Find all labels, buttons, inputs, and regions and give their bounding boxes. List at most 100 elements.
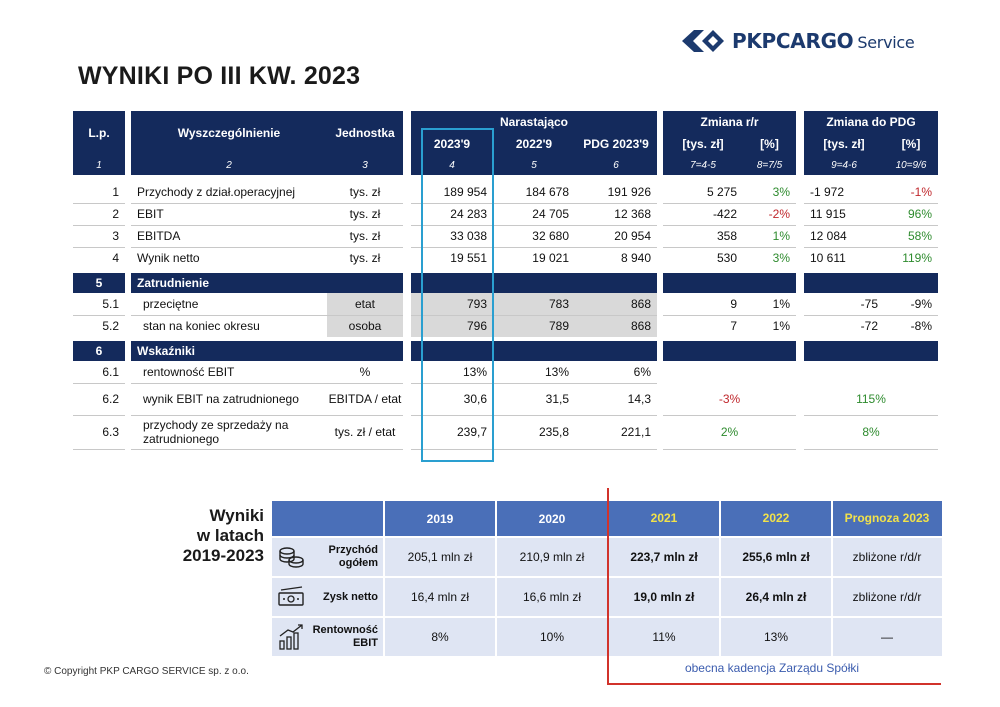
row-2023: 24 283 (450, 207, 487, 221)
summary-header-year: 2022 (720, 501, 832, 536)
section-title: Wskaźniki (131, 341, 403, 361)
row-rr-abs: 5 275 (706, 185, 737, 199)
header-zmiana-pdg: Zmiana do PDG (804, 111, 938, 133)
summary-value: 11% (652, 630, 676, 644)
row-pdg: 221,1 (620, 425, 651, 439)
row-unit: tys. zł (349, 251, 381, 265)
row-unit: osoba (348, 319, 382, 333)
row-unit: tys. zł / etat (334, 425, 396, 439)
header-num-9: 9=4-6 (804, 155, 884, 175)
row-pdg-pct: -1% (910, 185, 932, 199)
page-title: WYNIKI PO III KW. 2023 (78, 62, 361, 90)
row-lp: 6.3 (102, 425, 119, 439)
summary-row-label: Zysk netto (272, 578, 384, 616)
row-rr-pct: 3% (772, 185, 790, 199)
summary-value: zbliżone r/d/r (852, 550, 922, 564)
header-num-7: 7=4-5 (663, 155, 743, 175)
results-table: L.p. 1 Wyszczególnienie Jednostka 2 3 Na… (73, 111, 938, 451)
row-pdg: 14,3 (627, 392, 651, 406)
company-logo: PKPCARGO Service (680, 26, 915, 56)
row-pdg-pct: -9% (910, 297, 932, 311)
row-pdg-abs: -72 (860, 319, 878, 333)
summary-value: — (881, 630, 893, 644)
summary-header-year: 2021 (608, 501, 720, 536)
row-pdg: 20 954 (614, 229, 651, 243)
row-pdg-abs: -1 972 (810, 185, 845, 199)
row-unit: etat (354, 297, 375, 311)
header-wyszczegolnienie: Wyszczególnienie (131, 111, 327, 155)
logo-text: PKPCARGO Service (732, 29, 915, 53)
row-name: EBIT (137, 207, 164, 221)
section-bar (804, 341, 938, 361)
section-bar (663, 341, 796, 361)
row-pdg: 8 940 (620, 251, 651, 265)
summary-value: 16,4 mln zł (410, 590, 470, 604)
header-narastajaco: Narastająco (411, 111, 657, 133)
row-rr-abs: 358 (716, 229, 737, 243)
header-num-4: 4 (411, 155, 493, 175)
banknote-icon (278, 586, 304, 606)
row-pdg: 6% (633, 365, 651, 379)
summary-value: 26,4 mln zł (745, 590, 807, 604)
header-jednostka: Jednostka (327, 111, 403, 155)
row-name: EBITDA (137, 229, 181, 243)
summary-value: 13% (763, 630, 789, 644)
row-name: wynik EBIT na zatrudnionego (143, 392, 299, 406)
summary-header-blank (272, 501, 384, 536)
header-2023: 2023'9 (411, 133, 493, 155)
row-pdg-abs: 12 084 (810, 229, 847, 243)
summary-value: 8% (431, 630, 449, 644)
row-pdg-abs: 11 915 (810, 207, 846, 221)
summary-value: 10% (539, 630, 565, 644)
header-rr-pct: [%] (743, 133, 796, 155)
summary-value: 255,6 mln zł (742, 550, 810, 564)
row-2022: 19 021 (532, 251, 569, 265)
row-rr-change: 2% (720, 425, 739, 439)
row-lp: 2 (112, 207, 119, 221)
summary-value: 19,0 mln zł (633, 590, 695, 604)
row-2022: 31,5 (545, 392, 569, 406)
row-lp: 6.2 (102, 392, 119, 406)
header-num-2: 2 (131, 155, 327, 175)
summary-value: 210,9 mln zł (519, 550, 585, 564)
row-pdg-pct: 96% (907, 207, 932, 221)
row-rr-abs: 9 (730, 297, 737, 311)
row-lp: 5.1 (102, 297, 119, 311)
row-pdg: 868 (630, 297, 651, 311)
section-bar (663, 273, 796, 293)
pkp-cargo-logo-icon (682, 30, 724, 52)
summary-value: 16,6 mln zł (522, 590, 582, 604)
header-num-8: 8=7/5 (743, 155, 796, 175)
row-pdg-change: 115% (856, 392, 886, 406)
copyright: © Copyright PKP CARGO SERVICE sp. z o.o. (44, 666, 249, 677)
row-name: rentowność EBIT (143, 365, 235, 379)
row-rr-abs: -422 (712, 207, 737, 221)
header-num-3: 3 (327, 155, 403, 175)
summary-value: 205,1 mln zł (407, 550, 473, 564)
row-rr-pct: 1% (772, 229, 790, 243)
row-unit: % (359, 365, 371, 379)
row-2022: 32 680 (532, 229, 569, 243)
kadencja-note: obecna kadencja Zarządu Spółki (684, 661, 860, 675)
section-lp: 6 (73, 341, 125, 361)
row-pdg-change: 8% (862, 425, 880, 439)
row-name: Przychody z dział.operacyjnej (137, 185, 296, 199)
row-rr-abs: 7 (730, 319, 737, 333)
summary-header-forecast: Prognoza 2023 (832, 501, 942, 536)
row-2023: 189 954 (443, 185, 487, 199)
row-lp: 4 (112, 251, 119, 265)
section-bar (411, 273, 657, 293)
row-rr-pct: -2% (768, 207, 790, 221)
row-lp: 1 (112, 185, 119, 199)
row-unit: tys. zł (349, 229, 381, 243)
row-2022: 24 705 (532, 207, 569, 221)
row-lp: 6.1 (102, 365, 119, 379)
row-2022: 783 (548, 297, 569, 311)
row-pdg-abs: -75 (860, 297, 878, 311)
kadencja-marker-line (607, 683, 941, 685)
row-name: Wynik netto (137, 251, 200, 265)
row-pdg: 191 926 (607, 185, 651, 199)
row-lp: 3 (112, 229, 119, 243)
row-2023: 30,6 (463, 392, 487, 406)
row-rr-pct: 1% (772, 319, 790, 333)
